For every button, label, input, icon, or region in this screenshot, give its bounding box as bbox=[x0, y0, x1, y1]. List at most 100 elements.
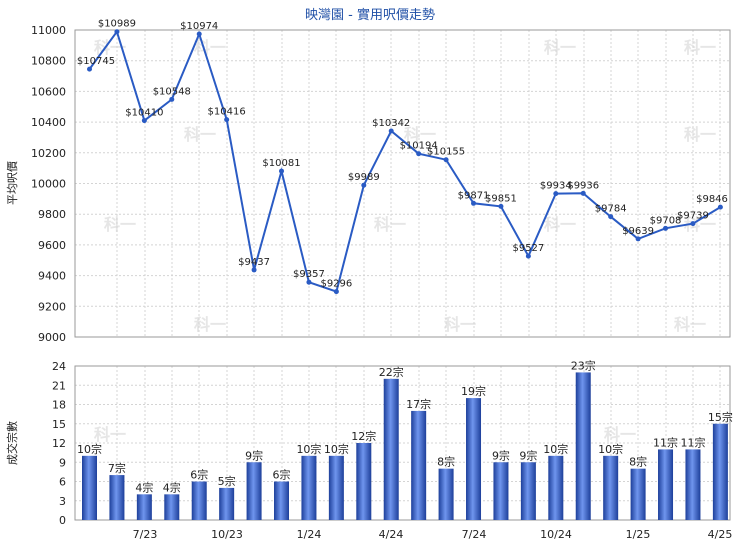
price-data-label: $9437 bbox=[238, 257, 270, 268]
watermark: 科一 bbox=[684, 125, 716, 144]
price-point bbox=[114, 29, 120, 35]
transaction-bar bbox=[219, 487, 235, 520]
bar-data-label: 23宗 bbox=[571, 358, 596, 372]
bar-data-label: 17宗 bbox=[406, 397, 431, 411]
price-point bbox=[224, 117, 230, 123]
price-series-points bbox=[87, 29, 723, 295]
price-data-label: $9934 bbox=[540, 181, 572, 192]
top-y-tick-label: 11000 bbox=[31, 24, 66, 37]
price-point bbox=[553, 191, 559, 197]
bottom-y-tick-label: 24 bbox=[52, 360, 66, 373]
price-data-label: $9871 bbox=[458, 190, 490, 201]
price-data-label: $10342 bbox=[372, 118, 410, 129]
bottom-y-tick-label: 18 bbox=[52, 399, 66, 412]
transaction-bar bbox=[82, 455, 97, 520]
price-data-label: $10410 bbox=[125, 108, 163, 119]
price-point bbox=[690, 221, 696, 227]
transaction-bar bbox=[493, 462, 509, 520]
x-tick-label: 7/23 bbox=[133, 528, 158, 541]
transaction-bar bbox=[685, 449, 701, 520]
transaction-bar bbox=[109, 475, 125, 520]
price-point bbox=[608, 214, 614, 220]
transaction-bar bbox=[164, 494, 180, 520]
bar-data-label: 9宗 bbox=[519, 448, 537, 462]
x-tick-label: 1/24 bbox=[297, 528, 322, 541]
price-point bbox=[196, 31, 202, 37]
top-gridlines bbox=[75, 29, 730, 338]
top-y-tick-label: 9600 bbox=[38, 239, 66, 252]
watermark: 科一 bbox=[194, 315, 226, 334]
watermark: 科一 bbox=[684, 215, 716, 234]
price-point bbox=[361, 182, 367, 188]
price-data-label: $9784 bbox=[595, 204, 627, 215]
transaction-bar bbox=[658, 449, 674, 520]
transaction-bar bbox=[274, 481, 290, 520]
bar-data-label: 10宗 bbox=[324, 442, 349, 456]
price-data-label: $10548 bbox=[153, 86, 191, 97]
bar-data-label: 22宗 bbox=[379, 365, 404, 379]
price-point bbox=[251, 267, 257, 273]
price-point bbox=[87, 66, 92, 72]
bar-data-label: 8宗 bbox=[629, 455, 647, 469]
transaction-bar bbox=[328, 455, 344, 520]
watermark: 科一 bbox=[544, 215, 576, 234]
price-data-label: $10081 bbox=[262, 158, 300, 169]
transaction-bar bbox=[712, 423, 728, 520]
bar-data-label: 9宗 bbox=[492, 448, 510, 462]
x-tick-label: 4/25 bbox=[708, 528, 733, 541]
price-data-label: $10155 bbox=[427, 147, 465, 158]
transaction-bar bbox=[520, 462, 536, 520]
top-y-axis: 9000 9200 9400 9600 9800 10000 10200 10400 10600… bbox=[31, 24, 66, 344]
top-y-tick-label: 9000 bbox=[38, 331, 66, 344]
transaction-bar bbox=[575, 372, 591, 520]
bar-data-label: 6宗 bbox=[273, 468, 291, 482]
bar-data-label: 4宗 bbox=[163, 480, 181, 494]
bar-data-label: 15宗 bbox=[708, 410, 733, 424]
watermark: 科一 bbox=[674, 315, 706, 334]
price-data-label: $10974 bbox=[180, 21, 218, 32]
price-data-label: $9846 bbox=[696, 194, 728, 205]
bar-data-label: 4宗 bbox=[135, 480, 153, 494]
price-data-label: $10194 bbox=[400, 141, 438, 152]
top-y-tick-label: 9400 bbox=[38, 270, 66, 283]
price-data-label: $9357 bbox=[293, 269, 325, 280]
bottom-plot-frame bbox=[74, 365, 731, 521]
bar-data-label: 11宗 bbox=[680, 435, 705, 449]
transaction-bar bbox=[356, 443, 372, 520]
top-y-tick-label: 9800 bbox=[38, 208, 66, 221]
price-data-label: $10989 bbox=[98, 19, 136, 30]
price-data-labels: $10745 $10989 $10410 $10548 $10974 $10416 $943… bbox=[77, 19, 728, 290]
price-point bbox=[717, 204, 723, 210]
price-point bbox=[635, 236, 641, 242]
bar-data-label: 10宗 bbox=[77, 442, 102, 456]
price-data-label: $9739 bbox=[677, 211, 709, 222]
transactions-bars bbox=[82, 372, 728, 520]
price-series-line bbox=[88, 29, 721, 293]
price-data-label: $9708 bbox=[650, 215, 682, 226]
price-point bbox=[141, 118, 147, 124]
top-y-axis-label: 平均呎價 bbox=[5, 161, 19, 205]
bar-data-label: 11宗 bbox=[653, 435, 678, 449]
watermark: 科一 bbox=[184, 125, 216, 144]
bar-data-label: 9宗 bbox=[245, 448, 263, 462]
bottom-y-tick-label: 21 bbox=[52, 379, 66, 392]
bar-data-label: 12宗 bbox=[351, 429, 376, 443]
transaction-bar bbox=[301, 455, 317, 520]
transaction-bar bbox=[603, 455, 619, 520]
chart-title: 映灣園 - 實用呎價走勢 bbox=[305, 7, 435, 23]
price-point bbox=[498, 203, 504, 209]
bar-data-label: 5宗 bbox=[218, 474, 236, 488]
transaction-bar bbox=[136, 494, 152, 520]
bottom-y-tick-label: 3 bbox=[59, 495, 66, 508]
transaction-bar bbox=[383, 378, 399, 520]
x-tick-label: 10/24 bbox=[540, 528, 572, 541]
bar-data-label: 10宗 bbox=[543, 442, 568, 456]
watermark: 科一 bbox=[684, 38, 716, 57]
price-point bbox=[471, 200, 477, 206]
top-y-tick-label: 9200 bbox=[38, 300, 66, 313]
bottom-y-tick-label: 12 bbox=[52, 437, 66, 450]
bar-data-label: 19宗 bbox=[461, 384, 486, 398]
top-y-tick-label: 10400 bbox=[31, 116, 66, 129]
